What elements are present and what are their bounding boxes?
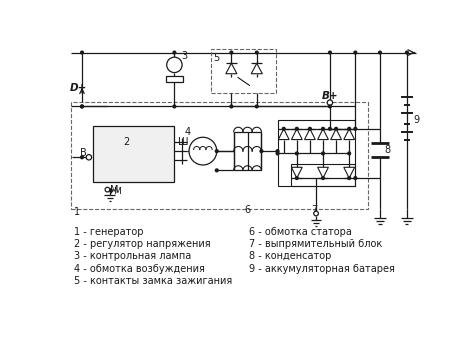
- Circle shape: [379, 51, 382, 54]
- Circle shape: [328, 51, 331, 54]
- Circle shape: [322, 152, 324, 155]
- Text: 1: 1: [73, 206, 80, 217]
- Text: 4: 4: [184, 127, 191, 137]
- Circle shape: [348, 152, 351, 155]
- Polygon shape: [226, 63, 237, 74]
- Circle shape: [354, 177, 357, 179]
- Polygon shape: [304, 129, 315, 140]
- Circle shape: [335, 127, 337, 130]
- Circle shape: [354, 127, 357, 130]
- Circle shape: [276, 150, 279, 152]
- Circle shape: [105, 187, 109, 192]
- Text: 9 - аккумуляторная батарея: 9 - аккумуляторная батарея: [249, 264, 395, 274]
- Bar: [166, 76, 183, 82]
- Circle shape: [230, 51, 233, 54]
- Circle shape: [215, 169, 218, 172]
- Circle shape: [173, 105, 176, 108]
- Text: 3 - контрольная лампа: 3 - контрольная лампа: [74, 251, 191, 261]
- Circle shape: [81, 51, 83, 54]
- Circle shape: [283, 127, 285, 130]
- Circle shape: [295, 177, 298, 179]
- Polygon shape: [344, 129, 355, 140]
- Polygon shape: [251, 63, 262, 74]
- Circle shape: [215, 150, 218, 152]
- Bar: [71, 102, 368, 209]
- Circle shape: [81, 105, 83, 108]
- Bar: [93, 126, 174, 182]
- Text: B+: B+: [322, 91, 338, 101]
- Circle shape: [81, 105, 83, 108]
- Circle shape: [255, 51, 258, 54]
- Circle shape: [173, 51, 176, 54]
- Circle shape: [348, 127, 351, 130]
- Circle shape: [86, 155, 91, 160]
- Text: 1 - генератор: 1 - генератор: [74, 227, 144, 236]
- Bar: [210, 49, 276, 93]
- Text: В: В: [80, 148, 87, 158]
- Text: 8 - конденсатор: 8 - конденсатор: [249, 251, 331, 261]
- Circle shape: [276, 152, 279, 155]
- Text: 5 - контакты замка зажигания: 5 - контакты замка зажигания: [74, 276, 233, 286]
- Circle shape: [354, 51, 357, 54]
- Text: 9: 9: [413, 115, 419, 125]
- Circle shape: [406, 51, 408, 54]
- Polygon shape: [318, 129, 328, 140]
- Circle shape: [295, 152, 298, 155]
- Circle shape: [328, 105, 331, 108]
- Text: 7 - выпрямительный блок: 7 - выпрямительный блок: [249, 239, 383, 249]
- Circle shape: [322, 177, 324, 179]
- Circle shape: [314, 211, 319, 216]
- Text: 3: 3: [182, 51, 188, 61]
- Circle shape: [327, 100, 333, 105]
- Polygon shape: [278, 129, 289, 140]
- Text: 4 - обмотка возбуждения: 4 - обмотка возбуждения: [74, 264, 205, 274]
- Bar: [278, 120, 356, 186]
- Circle shape: [255, 105, 258, 108]
- Polygon shape: [292, 167, 302, 178]
- Text: D+: D+: [70, 83, 87, 93]
- Bar: [291, 164, 356, 186]
- Circle shape: [189, 137, 217, 165]
- Circle shape: [230, 105, 233, 108]
- Circle shape: [167, 57, 182, 73]
- Polygon shape: [344, 167, 355, 178]
- Polygon shape: [292, 129, 302, 140]
- Text: М: М: [109, 186, 118, 195]
- Text: 7: 7: [311, 205, 318, 215]
- Text: 2: 2: [123, 137, 129, 147]
- Text: Ш: Ш: [178, 137, 189, 147]
- Text: 6: 6: [245, 205, 251, 215]
- Circle shape: [295, 127, 298, 130]
- Text: 5: 5: [213, 53, 219, 62]
- Circle shape: [322, 127, 324, 130]
- Text: 2 - регулятор напряжения: 2 - регулятор напряжения: [74, 239, 211, 249]
- Circle shape: [81, 156, 83, 159]
- Circle shape: [348, 177, 351, 179]
- Text: ♦M: ♦M: [106, 187, 122, 196]
- Text: 6 - обмотка статора: 6 - обмотка статора: [249, 227, 352, 236]
- Circle shape: [328, 127, 331, 130]
- Polygon shape: [318, 167, 328, 178]
- Polygon shape: [331, 129, 341, 140]
- Text: 8: 8: [384, 145, 391, 155]
- Circle shape: [260, 150, 263, 152]
- Circle shape: [309, 127, 311, 130]
